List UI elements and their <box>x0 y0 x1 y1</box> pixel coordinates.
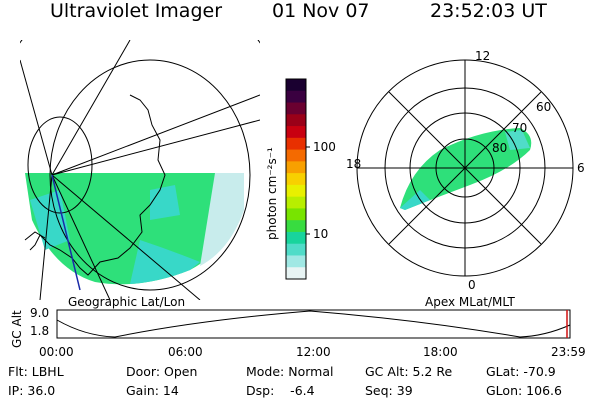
colorbar-cell <box>286 220 306 233</box>
status-flt: Flt: LBHL <box>8 364 64 379</box>
title-bar: Ultraviolet Imager 01 Nov 07 23:52:03 UT <box>0 0 600 26</box>
mlt-label-18: 18 <box>346 157 361 171</box>
colorbar-cell <box>286 267 306 280</box>
mlat-label-60: 60 <box>536 100 551 114</box>
meridian-line <box>51 119 260 176</box>
altitude-xtick: 12:00 <box>296 345 331 359</box>
meridian-line <box>51 174 201 300</box>
instrument-name: Ultraviolet Imager <box>50 0 223 22</box>
polar-map: 12 6 0 18 60 70 80 <box>346 49 585 292</box>
status-gain: Gain: 14 <box>126 383 179 398</box>
altitude-ylabel: GC Alt <box>10 310 24 348</box>
colorbar-cell <box>286 196 306 209</box>
aurora-patch-pale <box>200 173 244 266</box>
colorbar-cell <box>286 184 306 198</box>
colorbar-unit-label: photon cm⁻²s⁻¹ <box>265 147 279 240</box>
latitude-circle <box>27 116 93 214</box>
colorbar-cell <box>286 208 306 221</box>
colorbar-cell <box>286 255 306 268</box>
colorbar-cell <box>286 90 306 104</box>
altitude-xtick: 23:59 <box>551 345 586 359</box>
terminator-line <box>51 174 81 291</box>
aurora-patch-cyan <box>130 240 200 284</box>
date-label: 01 Nov 07 <box>272 0 370 22</box>
latitude-circle <box>49 59 251 291</box>
altitude-ytick: 1.8 <box>30 324 49 338</box>
aurora-patch-cyan <box>400 190 430 210</box>
colorbar-cell <box>286 231 306 245</box>
colorbar-tick-label: 10 <box>313 227 328 241</box>
colorbar-cell <box>286 126 306 139</box>
meridian-line <box>39 174 53 300</box>
colorbar-cell <box>286 161 306 174</box>
status-door: Door: Open <box>126 364 198 379</box>
colorbar-cell <box>286 243 306 256</box>
mlt-label-6: 6 <box>577 161 585 175</box>
polar-panel-label: Apex MLat/MLT <box>425 295 515 309</box>
status-mode: Mode: Normal <box>246 364 334 379</box>
coastline <box>29 94 166 276</box>
colorbar-cell <box>286 173 306 186</box>
meridian-line <box>20 59 53 176</box>
colorbar-cell <box>286 79 306 92</box>
mlt-diagonal <box>388 91 542 245</box>
geographic-panel-label: Geographic Lat/Lon <box>68 295 185 309</box>
altitude-xtick: 00:00 <box>39 345 74 359</box>
aurora-patch-cyan <box>505 130 530 150</box>
altitude-xtick: 18:00 <box>423 345 458 359</box>
meridian-line <box>51 174 111 300</box>
colorbar-cell <box>286 137 306 151</box>
altitude-ytick: 9.0 <box>30 306 49 320</box>
status-seq: Seq: 39 <box>365 383 413 398</box>
time-label: 23:52:03 UT <box>430 0 547 22</box>
colorbar-cell <box>286 114 306 127</box>
meridian-line <box>51 40 131 176</box>
altitude-curve <box>56 310 571 338</box>
geographic-map <box>20 40 260 300</box>
colorbar-cell <box>286 149 306 162</box>
status-glon: GLon: 106.6 <box>486 383 562 398</box>
mlt-label-12: 12 <box>475 49 490 63</box>
meridian-line <box>51 94 260 176</box>
colorbar-tick-label: 100 <box>313 140 336 154</box>
mlat-label-80: 80 <box>492 141 507 155</box>
status-dsp: Dsp: -6.4 <box>246 383 315 398</box>
altitude-plot: GC Alt 9.0 1.8 00:00 06:00 12:00 18:00 2… <box>10 306 586 359</box>
colorbar-cell <box>286 102 306 115</box>
colorbar: 100 10 photon cm⁻²s⁻¹ <box>265 78 336 280</box>
aurora-patch-cyan <box>150 185 180 220</box>
mlt-label-0: 0 <box>468 278 476 292</box>
mlat-label-70: 70 <box>512 121 527 135</box>
coastline <box>24 231 46 241</box>
status-gc-alt: GC Alt: 5.2 Re <box>365 364 453 379</box>
status-ip: IP: 36.0 <box>8 383 56 398</box>
altitude-xtick: 06:00 <box>168 345 203 359</box>
status-glat: GLat: -70.9 <box>486 364 556 379</box>
